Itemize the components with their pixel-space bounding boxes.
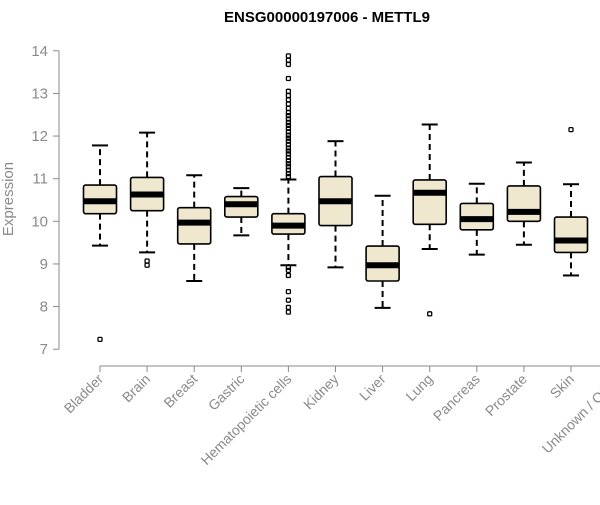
y-tick-label: 9 bbox=[40, 256, 48, 273]
outlier-point bbox=[145, 263, 149, 267]
box-hematopoietic-cells bbox=[272, 54, 305, 314]
y-tick-label: 13 bbox=[31, 85, 48, 102]
outlier-point bbox=[286, 310, 290, 314]
x-tick-label: Kidney bbox=[300, 371, 342, 413]
outlier-point bbox=[286, 94, 290, 98]
box-kidney bbox=[319, 141, 352, 267]
y-tick-label: 11 bbox=[32, 171, 48, 188]
outlier-point bbox=[286, 77, 290, 81]
y-tick-label: 7 bbox=[40, 341, 48, 358]
x-tick-label: Prostate bbox=[482, 371, 530, 419]
outlier-point bbox=[286, 62, 290, 66]
box-bladder bbox=[84, 145, 117, 341]
x-tick-label: Hematopoietic cells bbox=[197, 371, 294, 468]
box-brain bbox=[131, 133, 164, 268]
box-lung bbox=[413, 125, 446, 316]
outlier-point bbox=[286, 265, 290, 269]
y-tick-label: 10 bbox=[31, 213, 48, 230]
y-axis-label: Expression bbox=[0, 162, 17, 236]
outlier-point bbox=[286, 298, 290, 302]
box-skin bbox=[555, 128, 588, 276]
outlier-point bbox=[286, 89, 290, 93]
box-iqr bbox=[507, 186, 540, 221]
outlier-point bbox=[286, 106, 290, 110]
box-gastric bbox=[225, 188, 258, 235]
box-breast bbox=[178, 175, 211, 281]
outlier-point bbox=[286, 102, 290, 106]
outlier-point bbox=[569, 128, 573, 132]
box-prostate bbox=[507, 162, 540, 244]
outlier-point bbox=[286, 273, 290, 277]
x-tick-label: Pancreas bbox=[430, 371, 483, 424]
x-tick-label: Liver bbox=[356, 371, 389, 404]
outlier-point bbox=[286, 111, 290, 115]
y-tick-label: 14 bbox=[31, 43, 48, 60]
x-tick-label: Breast bbox=[160, 371, 200, 411]
x-tick-label: Skin bbox=[547, 371, 578, 402]
outlier-point bbox=[286, 290, 290, 294]
outlier-point bbox=[286, 58, 290, 62]
x-tick-label: Gastric bbox=[205, 371, 248, 414]
y-tick-label: 12 bbox=[31, 128, 48, 145]
outlier-point bbox=[286, 305, 290, 309]
box-iqr bbox=[555, 217, 588, 252]
box-liver bbox=[366, 196, 399, 308]
x-tick-label: Bladder bbox=[61, 371, 107, 417]
outlier-point bbox=[145, 259, 149, 263]
box-pancreas bbox=[460, 184, 493, 255]
box-iqr bbox=[413, 180, 446, 224]
outlier-point bbox=[286, 98, 290, 102]
outlier-point bbox=[428, 312, 432, 316]
x-tick-label: Brain bbox=[119, 371, 153, 405]
outlier-point bbox=[286, 54, 290, 58]
x-tick-label: Lung bbox=[402, 371, 435, 404]
outlier-point bbox=[98, 337, 102, 341]
y-tick-label: 8 bbox=[40, 299, 48, 316]
boxes-group bbox=[84, 45, 600, 355]
chart-title: ENSG00000197006 - METTL9 bbox=[224, 9, 430, 26]
box-iqr bbox=[178, 208, 211, 244]
